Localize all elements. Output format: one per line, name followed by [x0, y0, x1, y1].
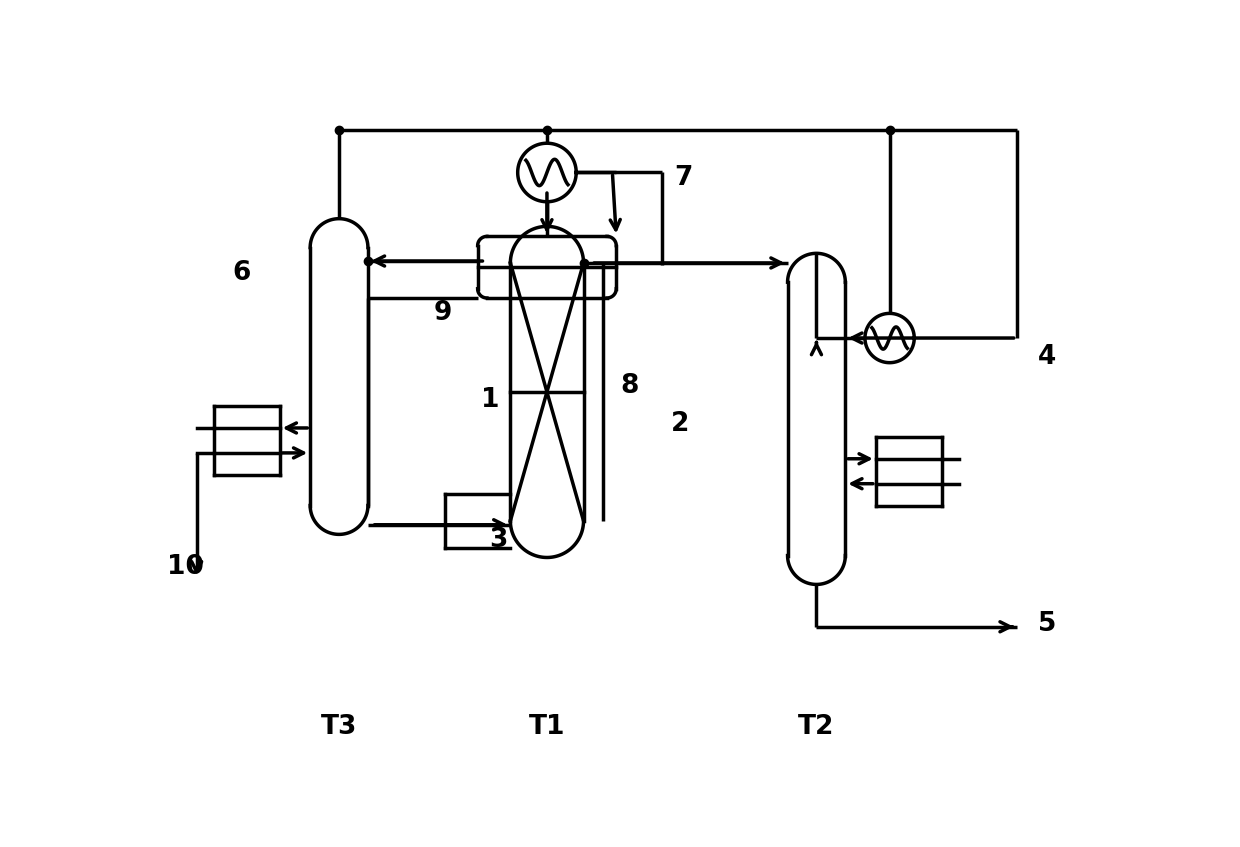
Text: T1: T1 [528, 714, 565, 740]
Text: T2: T2 [799, 714, 835, 740]
Text: 8: 8 [620, 373, 639, 399]
Text: 5: 5 [1038, 612, 1056, 638]
Text: 1: 1 [481, 386, 500, 412]
Text: 4: 4 [1038, 344, 1056, 370]
Text: 6: 6 [232, 259, 250, 285]
Text: 9: 9 [434, 301, 453, 326]
Text: 7: 7 [675, 165, 692, 191]
Text: T3: T3 [321, 714, 357, 740]
Text: 10: 10 [166, 555, 203, 580]
Text: 2: 2 [671, 412, 689, 437]
Text: 3: 3 [490, 527, 507, 553]
